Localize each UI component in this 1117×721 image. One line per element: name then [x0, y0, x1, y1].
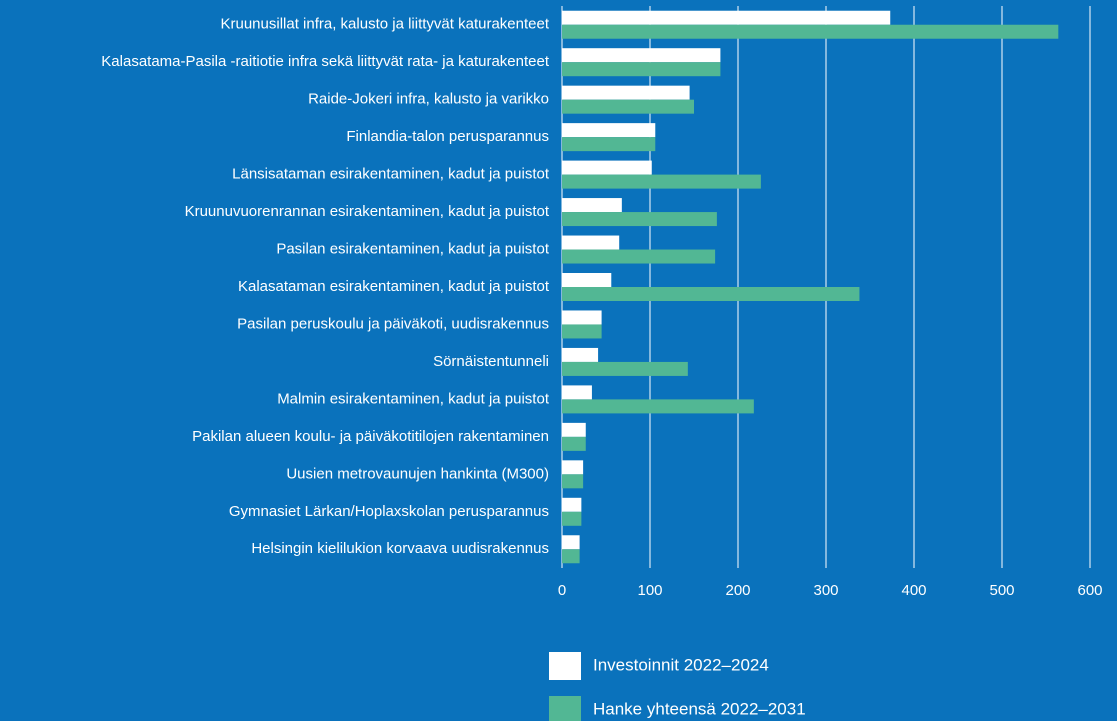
bar	[562, 535, 580, 550]
category-label: Uusien metrovaunujen hankinta (M300)	[286, 465, 549, 482]
bar	[562, 324, 602, 339]
category-label: Kruunusillat infra, kalusto ja liittyvät…	[221, 16, 550, 33]
category-label: Länsisataman esirakentaminen, kadut ja p…	[232, 166, 550, 183]
category-label: Pasilan esirakentaminen, kadut ja puisto…	[276, 241, 549, 258]
x-tick-label: 300	[813, 582, 838, 599]
category-label: Kalasataman esirakentaminen, kadut ja pu…	[238, 278, 550, 295]
bar	[562, 198, 622, 213]
category-label: Malmin esirakentaminen, kadut ja puistot	[277, 390, 550, 407]
x-tick-label: 0	[558, 582, 566, 599]
bar	[562, 474, 584, 489]
x-tick-label: 200	[725, 582, 750, 599]
category-label: Pakilan alueen koulu- ja päiväkotitiloje…	[192, 428, 549, 445]
category-label: Pasilan peruskoulu ja päiväkoti, uudisra…	[237, 315, 549, 332]
bar	[562, 123, 656, 138]
category-label: Helsingin kielilukion korvaava uudisrake…	[251, 540, 549, 557]
legend-swatch	[549, 652, 581, 680]
bar	[562, 249, 716, 264]
bar	[562, 287, 860, 301]
bar	[562, 310, 602, 325]
bar	[562, 361, 688, 376]
bar	[562, 48, 721, 63]
bar	[562, 399, 754, 414]
bar	[562, 460, 584, 475]
category-label: Raide-Jokeri infra, kalusto ja varikko	[308, 91, 549, 108]
bar	[562, 549, 580, 564]
bar	[562, 347, 599, 362]
category-label: Gymnasiet Lärkan/Hoplaxskolan perusparan…	[229, 503, 549, 520]
bar	[562, 212, 717, 227]
category-label: Kruunuvuorenrannan esirakentaminen, kadu…	[185, 203, 550, 220]
bar	[562, 235, 620, 250]
category-label: Finlandia-talon perusparannus	[346, 128, 549, 145]
bar	[562, 62, 721, 77]
x-tick-label: 100	[637, 582, 662, 599]
x-tick-label: 400	[901, 582, 926, 599]
x-tick-label: 500	[989, 582, 1014, 599]
bar	[562, 24, 1059, 39]
legend-label: Investoinnit 2022–2024	[593, 655, 769, 674]
bar	[562, 497, 582, 512]
legend-label: Hanke yhteensä 2022–2031	[593, 699, 806, 718]
bar	[562, 436, 586, 451]
legend-swatch	[549, 696, 581, 721]
bar	[562, 174, 761, 189]
category-label: Sörnäistentunneli	[433, 353, 549, 370]
bar	[562, 99, 694, 114]
x-tick-label: 600	[1077, 582, 1102, 599]
bar	[562, 160, 652, 175]
bar	[562, 385, 592, 400]
category-label: Kalasatama-Pasila -raitiotie infra sekä …	[101, 53, 550, 70]
bar	[562, 10, 891, 25]
bar	[562, 273, 612, 287]
bar	[562, 511, 582, 526]
bar	[562, 422, 586, 437]
bar	[562, 85, 690, 100]
bar	[562, 137, 656, 152]
